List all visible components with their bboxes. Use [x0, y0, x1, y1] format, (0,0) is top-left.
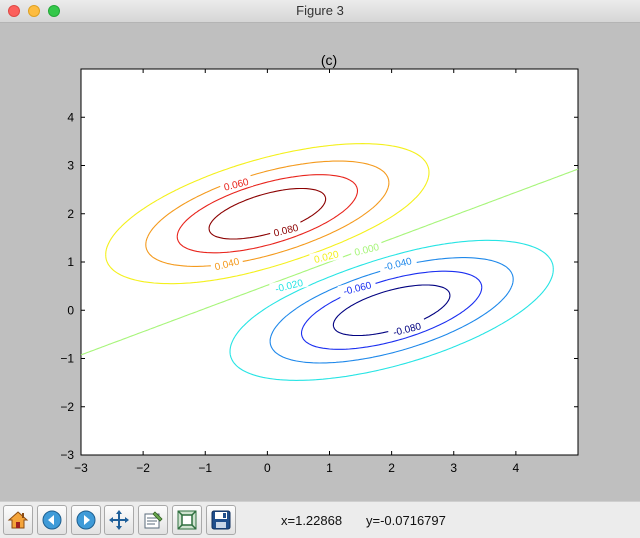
contour-label-gap [377, 253, 418, 274]
contour-label-gap [387, 318, 427, 339]
x-coordinate-readout: x=1.22868 [281, 513, 343, 528]
contour-label-gap [269, 274, 309, 296]
y-tick-label: −2 [60, 400, 74, 414]
home-icon [7, 511, 29, 529]
save-button[interactable] [206, 505, 236, 535]
x-tick-label: −2 [136, 461, 150, 475]
contour-lines [80, 143, 579, 381]
contour-label-gap [268, 219, 303, 240]
save-icon [211, 510, 231, 530]
contour-line [208, 187, 327, 240]
x-tick-label: 0 [264, 461, 271, 475]
contour-label-gap [309, 246, 344, 266]
contour-label-gap [219, 174, 254, 194]
figure-canvas[interactable]: −3 −3 −2 −2 −1 −1 0 0 1 1 2 2 3 3 4 4 0.060 0.080 0.040 0.… [0, 23, 640, 501]
forward-arrow-icon [76, 510, 96, 530]
contour-line [176, 174, 359, 254]
pan-button[interactable] [104, 505, 134, 535]
maximize-button[interactable] [48, 5, 60, 17]
contour-label-gap [349, 239, 384, 259]
y-tick-label: 3 [67, 159, 74, 173]
contour-label-gap [337, 277, 377, 298]
chart-title: (c) [321, 52, 337, 68]
x-tick-label: −3 [74, 461, 88, 475]
subplots-icon [144, 511, 163, 529]
contour-line [269, 257, 514, 364]
move-icon [109, 510, 129, 530]
axis-ticks: −3−3 −2 −2 −1 −1 0 0 1 1 2 2 3 3 4 4 [60, 69, 578, 475]
back-arrow-icon [42, 510, 62, 530]
y-tick-label: −1 [60, 352, 74, 366]
contour-line [105, 143, 430, 285]
x-tick-label: −1 [198, 461, 212, 475]
contour-label-gap [209, 253, 244, 274]
zoom-rect-icon [177, 510, 197, 530]
window-title: Figure 3 [296, 3, 344, 18]
x-tick-label: 2 [388, 461, 395, 475]
y-tick-label: 4 [67, 110, 74, 124]
contour-line [229, 239, 554, 381]
x-tick-label: 4 [513, 461, 520, 475]
close-button[interactable] [8, 5, 20, 17]
configure-subplots-button[interactable] [138, 505, 168, 535]
title-bar: Figure 3 [0, 0, 640, 23]
y-tick-label: 0 [67, 303, 74, 317]
x-tick-label: 1 [326, 461, 333, 475]
y-tick-label: −3 [60, 448, 74, 462]
forward-button[interactable] [71, 505, 101, 535]
zoom-button[interactable] [172, 505, 202, 535]
back-button[interactable] [37, 505, 67, 535]
x-tick-label: 3 [450, 461, 457, 475]
y-tick-label: 2 [67, 207, 74, 221]
navigation-toolbar: x=1.22868 y=-0.0716797 [0, 501, 640, 538]
y-tick-label: 1 [67, 255, 74, 269]
minimize-button[interactable] [28, 5, 40, 17]
home-button[interactable] [3, 505, 33, 535]
y-coordinate-readout: y=-0.0716797 [366, 513, 446, 528]
